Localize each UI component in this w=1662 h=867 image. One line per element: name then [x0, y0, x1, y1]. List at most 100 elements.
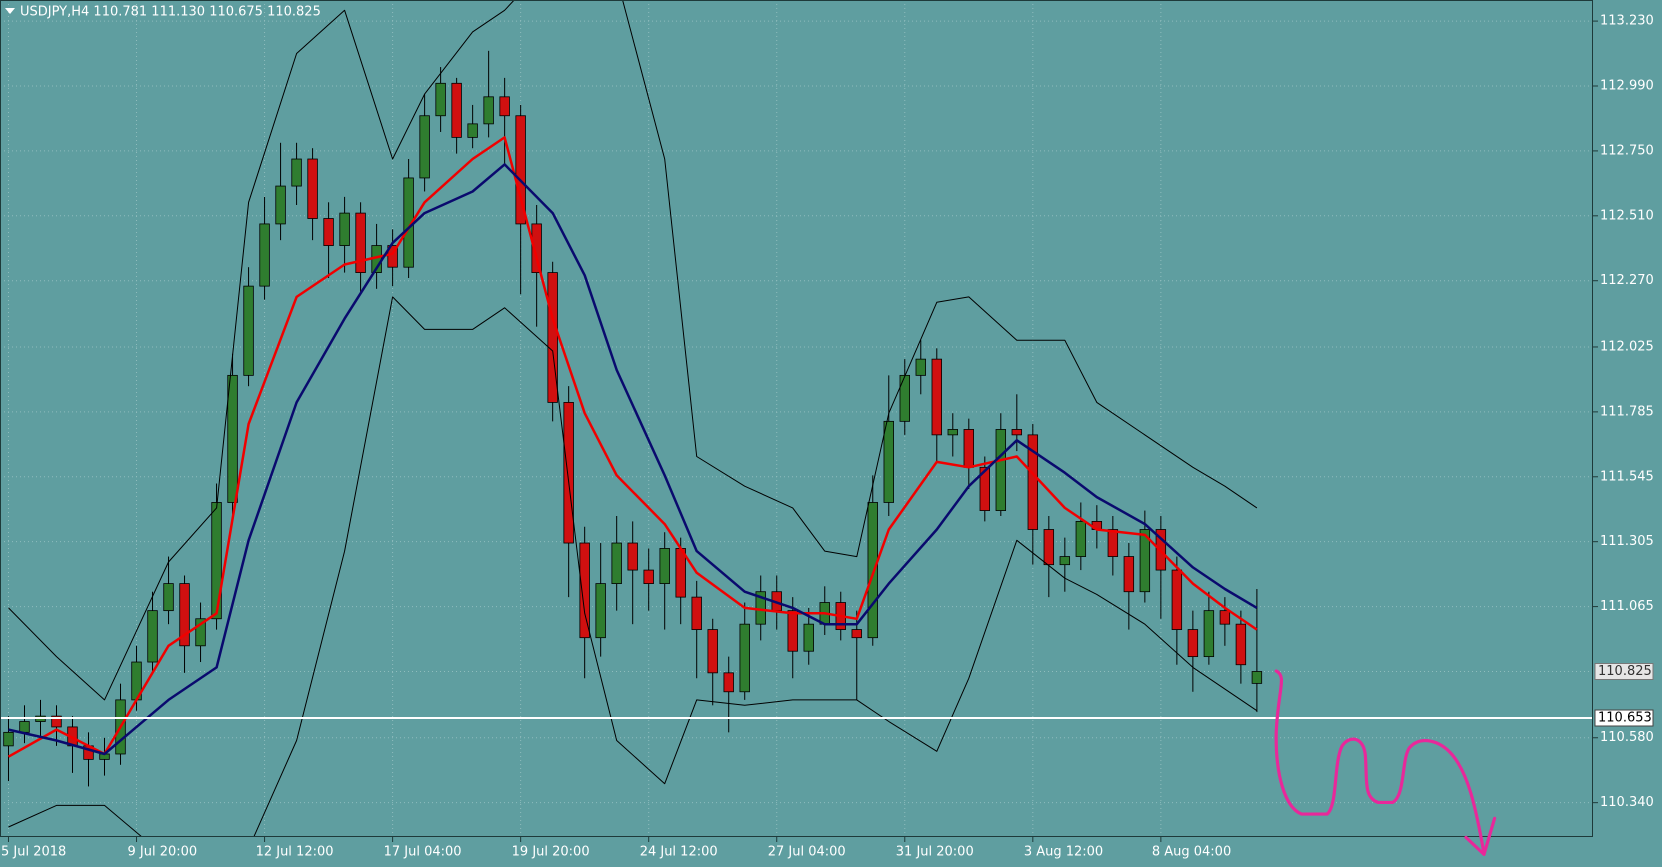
candle-body — [387, 245, 398, 268]
candle-body — [899, 374, 910, 422]
x-tick-label: 5 Jul 2018 — [1, 845, 66, 860]
candle-body — [355, 212, 366, 273]
candle-body — [1123, 556, 1135, 593]
candle-body — [1203, 610, 1215, 658]
candle-body — [515, 115, 526, 225]
y-tick-label: 111.545 — [1600, 469, 1654, 484]
candle-body — [275, 185, 286, 225]
x-tick-label: 8 Aug 04:00 — [1152, 845, 1231, 860]
x-tick-label: 31 Jul 20:00 — [896, 845, 974, 860]
candle-body — [547, 272, 558, 403]
chart-title: USDJPY,H4 110.781 111.130 110.675 110.82… — [20, 5, 321, 20]
candle-body — [531, 223, 542, 273]
candle-body — [995, 429, 1007, 511]
candle-body — [563, 402, 574, 544]
candle-body — [883, 420, 894, 503]
candle-body — [419, 115, 430, 179]
candle-body — [147, 610, 158, 663]
candle-body — [691, 596, 702, 630]
level-label-box — [1594, 709, 1654, 727]
candle-body — [595, 583, 606, 639]
candle-body — [1235, 623, 1247, 666]
candle-body — [467, 123, 478, 138]
x-tick-label: 12 Jul 12:00 — [256, 845, 334, 860]
candle-body — [627, 542, 638, 571]
candle-body — [707, 629, 718, 674]
candle-body — [1011, 429, 1023, 436]
indicator-line — [8, 296, 1258, 837]
x-tick-label: 27 Jul 04:00 — [768, 845, 846, 860]
candle-body — [243, 285, 254, 376]
candle-body — [227, 374, 238, 503]
plot-area — [0, 0, 1593, 837]
y-tick-label: 110.340 — [1600, 795, 1654, 810]
candle-body — [803, 623, 814, 652]
candle-body — [1171, 569, 1183, 630]
candle-body — [163, 583, 174, 612]
candle-body — [211, 502, 222, 620]
candle-body — [739, 623, 750, 693]
candle-body — [979, 466, 991, 511]
candle-body — [1059, 556, 1071, 566]
current-price-box — [1594, 662, 1654, 680]
candle-body — [451, 82, 462, 138]
y-tick-label: 111.305 — [1600, 534, 1654, 549]
x-tick-label: 9 Jul 20:00 — [128, 845, 198, 860]
candle-body — [499, 96, 510, 117]
candle-body — [1187, 629, 1199, 658]
candle-body — [963, 429, 974, 468]
y-tick-label: 111.065 — [1600, 599, 1654, 614]
candle-body — [1043, 529, 1055, 566]
candle-body — [3, 731, 14, 747]
freehand-arrow — [1274, 669, 1497, 856]
candle-body — [291, 158, 302, 187]
candle-body — [1027, 434, 1039, 530]
grid — [0, 0, 1593, 837]
candle-body — [435, 82, 446, 117]
x-tick-label: 3 Aug 12:00 — [1024, 845, 1103, 860]
y-tick-label: 112.990 — [1600, 78, 1654, 93]
indicator-line — [8, 0, 1258, 701]
menu-triangle[interactable] — [5, 8, 15, 14]
candle-body — [339, 212, 350, 246]
candle-body — [323, 218, 334, 246]
candle-body — [51, 715, 62, 728]
candle-body — [307, 158, 318, 219]
candle-body — [659, 548, 670, 585]
candle-body — [787, 610, 798, 652]
candle-body — [579, 542, 590, 639]
plot-border — [0, 0, 1593, 837]
candle-body — [643, 569, 654, 585]
candle-body — [1107, 529, 1119, 557]
indicator-line — [8, 163, 1258, 756]
x-tick-label: 17 Jul 04:00 — [384, 845, 462, 860]
y-tick-label: 112.025 — [1600, 339, 1654, 354]
y-tick-label: 112.750 — [1600, 143, 1654, 158]
axes: 113.230 112.990 112.750 112.510 112.270 112.0… — [1, 14, 1654, 860]
candle-body — [723, 672, 734, 693]
x-tick-label: 19 Jul 20:00 — [512, 845, 590, 860]
y-tick-label: 112.510 — [1600, 208, 1654, 223]
candle-body — [195, 618, 206, 647]
x-tick-label: 24 Jul 12:00 — [640, 845, 718, 860]
candle-body — [259, 223, 270, 287]
candle-body — [931, 358, 942, 436]
candle-body — [1075, 521, 1087, 557]
candle-body — [1251, 671, 1263, 684]
candle-body — [483, 96, 494, 125]
candle-body — [867, 502, 878, 639]
candle-body — [1219, 610, 1231, 625]
candle-body — [851, 629, 862, 639]
y-tick-label: 111.785 — [1600, 404, 1654, 419]
y-tick-label: 110.580 — [1600, 730, 1654, 745]
candle-body — [1139, 529, 1151, 593]
y-tick-label: 112.270 — [1600, 273, 1654, 288]
candle-body — [179, 583, 190, 647]
hand-drawing — [1274, 669, 1497, 856]
indicator-line — [7, 136, 1258, 758]
candle-body — [611, 542, 622, 585]
candle-body — [915, 358, 926, 376]
